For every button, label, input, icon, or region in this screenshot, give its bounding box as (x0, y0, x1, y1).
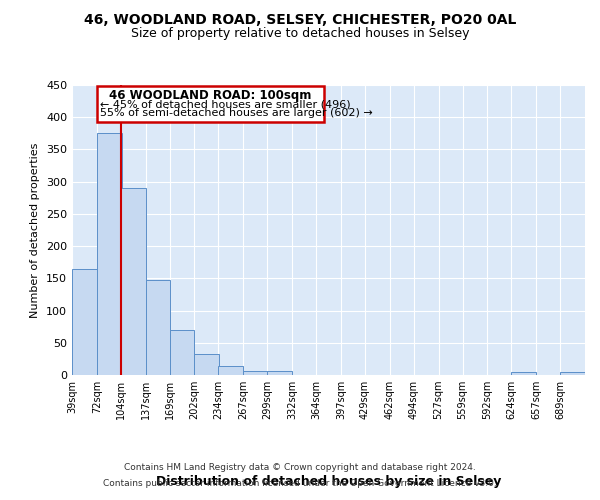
Bar (194, 354, 219, 375)
Text: Contains HM Land Registry data © Crown copyright and database right 2024.: Contains HM Land Registry data © Crown c… (124, 464, 476, 472)
Bar (146, 280, 170, 375)
Text: Contains public sector information licensed under the Open Government Licence v3: Contains public sector information licen… (103, 478, 497, 488)
Text: ← 45% of detached houses are smaller (496): ← 45% of detached houses are smaller (49… (100, 99, 350, 109)
FancyBboxPatch shape (97, 86, 323, 122)
Bar (97, 134, 122, 375)
Text: Size of property relative to detached houses in Selsey: Size of property relative to detached ho… (131, 28, 469, 40)
Bar (72, 268, 97, 375)
Bar (121, 188, 146, 375)
Bar (243, 371, 268, 375)
Text: 55% of semi-detached houses are larger (602) →: 55% of semi-detached houses are larger (… (100, 108, 373, 118)
Text: 46, WOODLAND ROAD, SELSEY, CHICHESTER, PO20 0AL: 46, WOODLAND ROAD, SELSEY, CHICHESTER, P… (84, 12, 516, 26)
Text: 46 WOODLAND ROAD: 100sqm: 46 WOODLAND ROAD: 100sqm (109, 89, 311, 102)
Y-axis label: Number of detached properties: Number of detached properties (31, 142, 40, 318)
Bar (218, 366, 243, 375)
Bar (267, 371, 292, 375)
Bar (170, 330, 194, 375)
X-axis label: Distribution of detached houses by size in Selsey: Distribution of detached houses by size … (156, 475, 501, 488)
Bar (511, 372, 536, 375)
Bar (560, 372, 585, 375)
